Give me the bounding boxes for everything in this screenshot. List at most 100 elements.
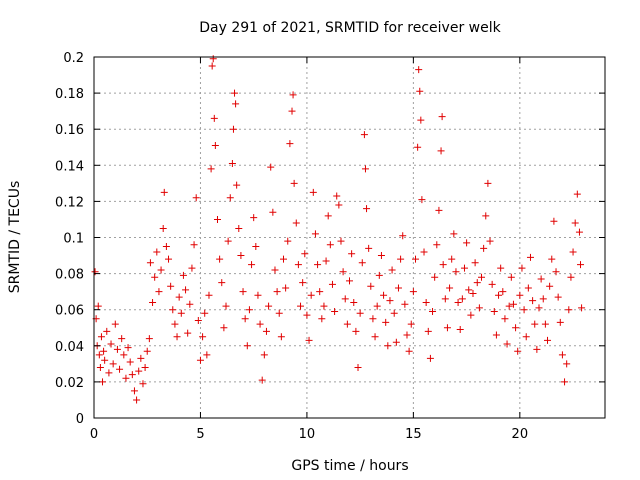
data-point: [337, 237, 345, 245]
data-point: [124, 344, 132, 352]
data-point: [390, 309, 398, 317]
data-point: [356, 309, 364, 317]
data-point: [535, 304, 543, 312]
data-point: [118, 335, 126, 343]
data-point: [260, 351, 268, 359]
y-tick-label: 0: [76, 412, 84, 427]
data-point: [199, 333, 207, 341]
data-point: [490, 308, 498, 316]
data-point: [577, 261, 585, 269]
data-point: [279, 255, 287, 263]
data-point: [497, 264, 505, 272]
data-point: [394, 284, 402, 292]
data-point: [262, 327, 270, 335]
data-point: [91, 268, 99, 276]
data-point: [426, 354, 434, 362]
data-point: [429, 308, 437, 316]
data-point: [248, 261, 256, 269]
data-point: [309, 188, 317, 196]
data-point: [143, 347, 151, 355]
data-point: [188, 264, 196, 272]
data-point: [573, 190, 581, 198]
data-point: [388, 266, 396, 274]
data-point: [203, 351, 211, 359]
data-point: [471, 259, 479, 267]
data-point: [375, 271, 383, 279]
data-point: [346, 277, 353, 285]
data-point: [343, 320, 351, 328]
data-point: [333, 192, 341, 200]
data-point: [165, 255, 173, 263]
data-point: [439, 261, 447, 269]
data-point: [524, 284, 532, 292]
data-point: [130, 387, 138, 395]
data-point: [151, 273, 159, 281]
data-point: [322, 257, 330, 265]
data-point: [533, 345, 541, 353]
data-point: [241, 315, 249, 323]
data-point: [277, 333, 285, 341]
y-tick-label: 0.06: [55, 304, 84, 319]
data-point: [516, 291, 524, 299]
data-point: [514, 347, 522, 355]
data-point: [210, 114, 218, 122]
data-point: [157, 266, 165, 274]
data-point: [348, 250, 356, 258]
data-point: [303, 311, 311, 319]
data-point: [358, 259, 366, 267]
data-point: [169, 306, 177, 314]
data-point: [454, 298, 462, 306]
data-point: [403, 331, 411, 339]
data-point: [273, 288, 281, 296]
data-point: [435, 206, 443, 214]
y-tick-label: 0.08: [55, 268, 84, 283]
data-point: [456, 326, 464, 334]
data-point: [488, 280, 496, 288]
data-point: [284, 237, 292, 245]
data-point: [105, 369, 113, 377]
data-point: [289, 91, 297, 99]
data-point: [558, 351, 566, 359]
data-point: [137, 354, 145, 362]
data-point: [518, 264, 526, 272]
data-point: [441, 295, 449, 303]
data-point: [546, 282, 554, 290]
data-point: [96, 363, 104, 371]
data-point: [412, 255, 420, 263]
data-point: [350, 298, 358, 306]
data-point: [380, 291, 388, 299]
data-point: [314, 261, 322, 269]
data-point: [222, 302, 230, 310]
data-point: [265, 302, 273, 310]
data-point: [384, 342, 392, 350]
data-point: [173, 333, 181, 341]
data-point: [484, 179, 492, 187]
data-point: [194, 317, 202, 325]
data-point: [443, 324, 451, 332]
data-point: [450, 230, 458, 238]
y-tick-label: 0.02: [55, 376, 84, 391]
grid-lines: [94, 57, 605, 418]
data-point: [556, 318, 564, 326]
data-point: [431, 273, 439, 281]
data-point: [433, 241, 441, 249]
data-point: [324, 212, 332, 220]
data-point: [552, 268, 560, 276]
data-point: [537, 275, 545, 283]
data-point: [501, 315, 509, 323]
data-point: [316, 288, 324, 296]
data-point: [499, 288, 507, 296]
data-point: [550, 217, 558, 225]
data-point: [460, 264, 468, 272]
data-point: [415, 66, 423, 74]
data-point: [232, 100, 240, 108]
data-point: [139, 380, 147, 388]
data-point: [269, 208, 277, 216]
data-point: [386, 297, 394, 305]
data-point: [335, 201, 343, 209]
data-point: [153, 248, 161, 256]
data-point: [182, 286, 190, 294]
data-point: [109, 360, 117, 368]
x-tick-label: 15: [405, 427, 422, 442]
data-point: [228, 159, 236, 167]
